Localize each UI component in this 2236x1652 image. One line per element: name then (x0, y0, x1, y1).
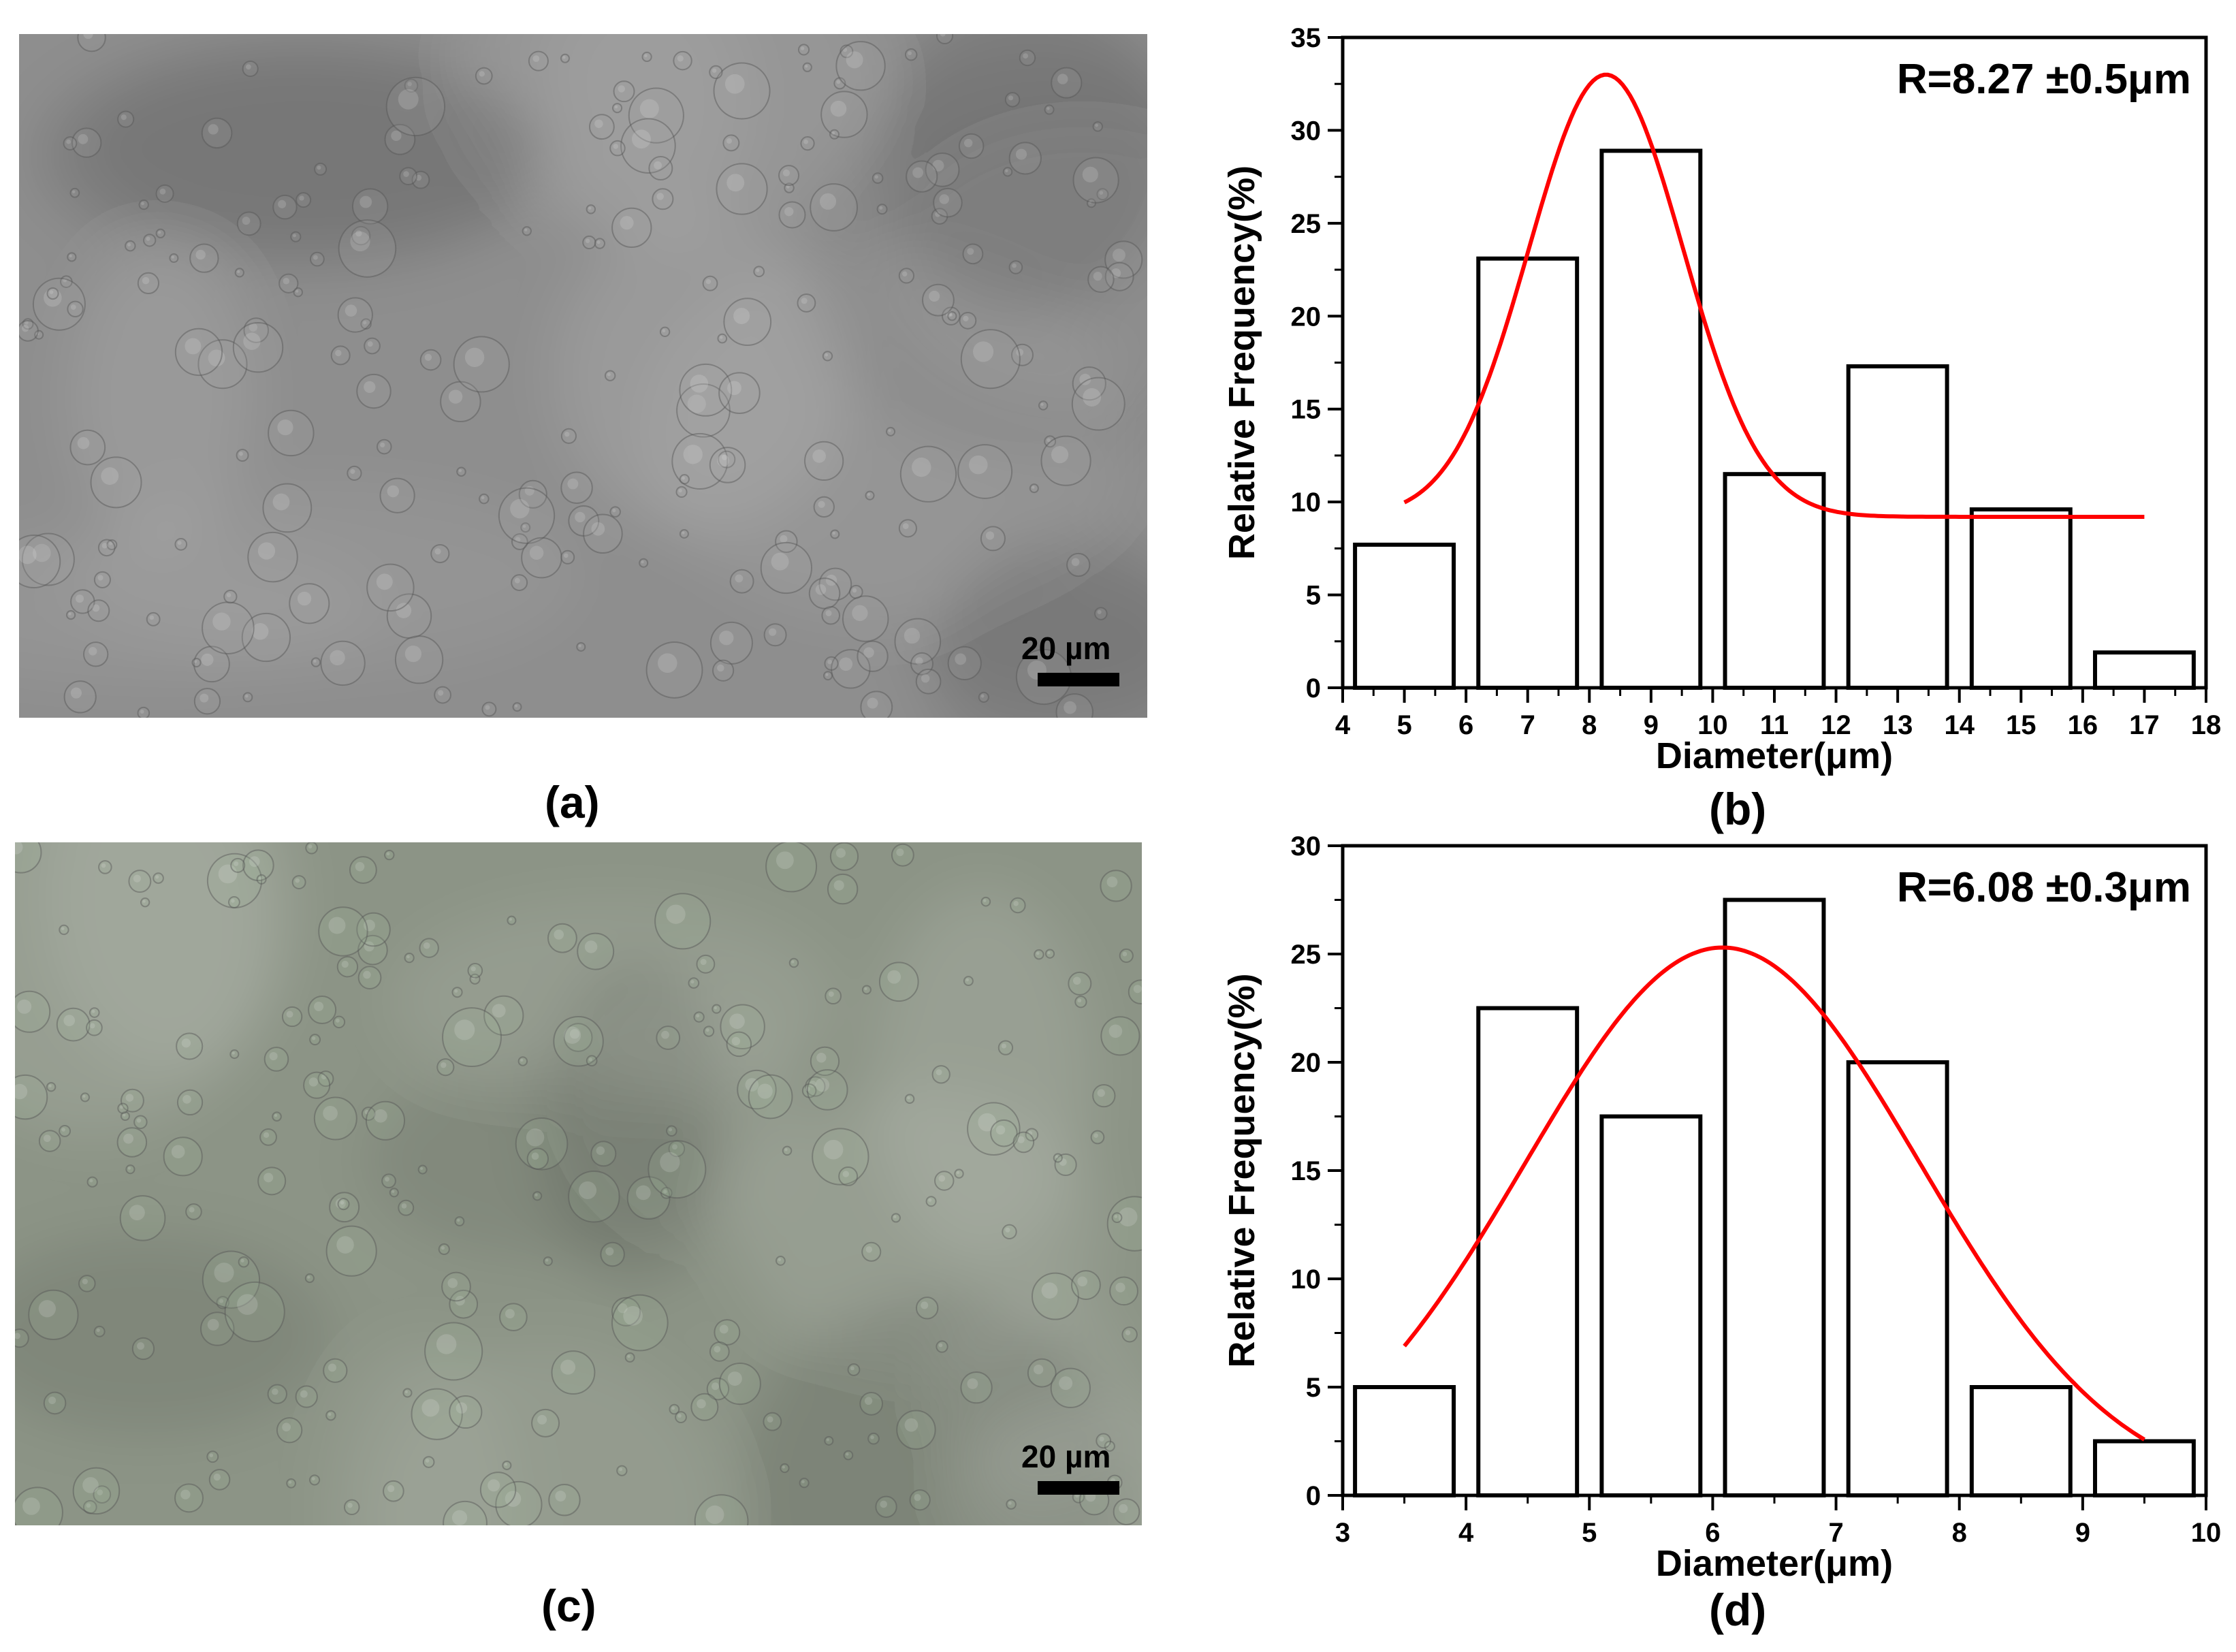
micrograph-a (19, 34, 1147, 718)
scale-bar-a (1038, 673, 1119, 686)
x-tick-label: 5 (1582, 1518, 1597, 1548)
micrograph-a-image (19, 34, 1147, 718)
x-tick-label: 18 (2191, 710, 2222, 740)
y-tick-label: 20 (1291, 302, 1322, 332)
y-tick-label: 0 (1306, 673, 1321, 703)
x-tick-label: 12 (1821, 710, 1851, 740)
x-tick-label: 4 (1335, 710, 1351, 740)
histogram-bar (1599, 148, 1703, 690)
y-tick-label: 25 (1291, 209, 1322, 239)
histogram-bar (1476, 256, 1580, 690)
plot-frame (1341, 35, 2208, 690)
gaussian-fit-line (1403, 72, 2145, 519)
x-tick-label: 6 (1458, 710, 1473, 740)
micrograph-c-image (15, 842, 1142, 1525)
x-tick-label: 6 (1705, 1518, 1720, 1548)
x-tick-label: 15 (2006, 710, 2037, 740)
x-tick-label: 7 (1828, 1518, 1843, 1548)
x-tick-label: 8 (1952, 1518, 1967, 1548)
histogram-bar (1723, 472, 1826, 690)
histogram-d-svg: 3 4 5 6 7 8 9 10 0 5 10 15 20 25 30 Diameter(μm) Relativ… (1221, 831, 2222, 1584)
histogram-bar (1353, 542, 1456, 690)
panel-label-b: (b) (1709, 784, 1767, 834)
x-tick-label: 8 (1582, 710, 1597, 740)
y-tick-label: 5 (1306, 581, 1321, 611)
x-axis-label: Diameter(μm) (1656, 735, 1893, 776)
histogram-d: 3 4 5 6 7 8 9 10 0 5 10 15 20 25 30 Diameter(μm) Relativ… (0, 817, 2236, 1652)
x-axis-label: Diameter(μm) (1656, 1543, 1893, 1584)
histogram-bar (1599, 1114, 1703, 1497)
y-axis-label: Relative Frequency(%) (1221, 165, 1262, 560)
x-tick-label: 14 (1944, 710, 1975, 740)
x-tick-label: 9 (1644, 710, 1659, 740)
x-tick-label: 7 (1520, 710, 1535, 740)
gaussian-fit-line (1403, 945, 2145, 1442)
x-tick-label: 13 (1883, 710, 1913, 740)
panel-label-a: (a) (545, 777, 600, 827)
histogram-bar (1969, 1385, 2073, 1497)
x-tick-label: 4 (1458, 1518, 1474, 1548)
histogram-bar (2092, 650, 2196, 690)
panel-label-c: (c) (541, 1580, 596, 1631)
histogram-bar (1969, 507, 2073, 690)
x-tick-label: 9 (2075, 1518, 2090, 1548)
scale-bar-label-c: 20 µm (1021, 1439, 1111, 1474)
x-tick-label: 11 (1760, 710, 1789, 740)
y-tick-label: 30 (1291, 831, 1322, 861)
y-tick-label: 5 (1306, 1373, 1321, 1403)
y-tick-label: 20 (1291, 1048, 1322, 1078)
y-tick-label: 15 (1291, 395, 1322, 425)
plot-frame (1341, 844, 2208, 1497)
histogram-b: 4 5 6 7 8 9 10 11 12 13 14 15 16 17 18 0 5 10 15 20 25 30 35 Di… (1221, 23, 2222, 776)
x-tick-label: 10 (2191, 1518, 2222, 1548)
x-tick-label: 5 (1396, 710, 1411, 740)
histogram-bar (2092, 1439, 2196, 1497)
y-tick-label: 0 (1306, 1481, 1321, 1511)
mean-diameter-annotation: R=6.08 ±0.3μm (1897, 864, 2191, 911)
scale-bar-c (1038, 1481, 1119, 1495)
y-tick-label: 15 (1291, 1156, 1322, 1186)
histogram-bar (1353, 1385, 1456, 1497)
histogram-b-svg: 4 5 6 7 8 9 10 11 12 13 14 15 16 17 18 0 5 10 15 20 25 30 35 Di… (1221, 23, 2222, 776)
y-tick-label: 10 (1291, 1265, 1322, 1294)
panel-label-d: (d) (1709, 1585, 1767, 1635)
y-tick-label: 25 (1291, 940, 1322, 970)
mean-diameter-annotation: R=8.27 ±0.5μm (1897, 56, 2191, 103)
y-axis-label: Relative Frequency(%) (1221, 973, 1262, 1367)
histogram-bar (1723, 898, 1826, 1497)
micrograph-c (15, 842, 1142, 1525)
y-tick-label: 30 (1291, 116, 1322, 146)
y-tick-label: 35 (1291, 23, 1322, 53)
histogram-bar (1846, 364, 1949, 690)
x-tick-label: 10 (1697, 710, 1728, 740)
x-tick-label: 17 (2129, 710, 2160, 740)
x-tick-label: 3 (1335, 1518, 1350, 1548)
x-tick-label: 16 (2068, 710, 2098, 740)
y-tick-label: 10 (1291, 488, 1322, 518)
scale-bar-label-a: 20 µm (1021, 631, 1111, 666)
histogram-bar (1476, 1006, 1580, 1497)
